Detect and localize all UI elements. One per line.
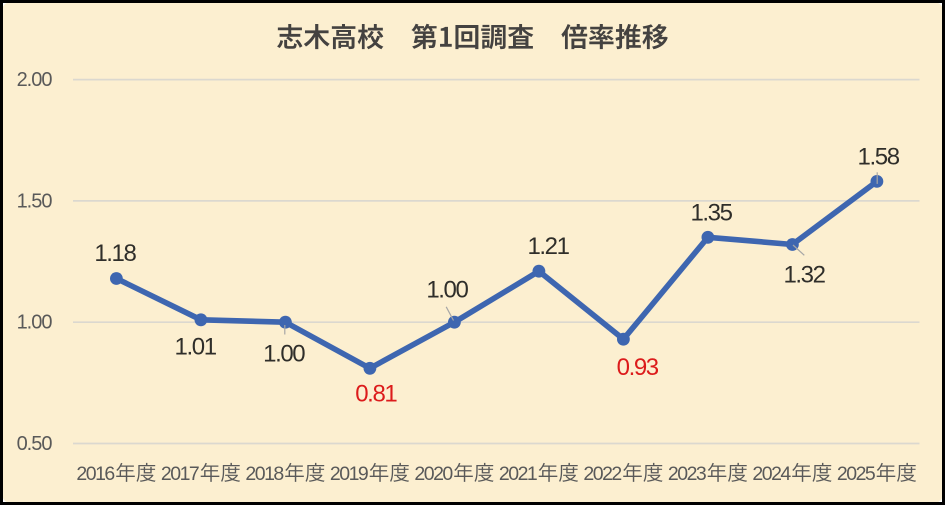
svg-text:2019: 2019 [330,463,368,485]
svg-text:1.01: 1.01 [175,334,217,361]
svg-text:2022: 2022 [583,463,621,485]
svg-text:2024: 2024 [752,463,791,485]
svg-text:2021: 2021 [499,463,537,485]
svg-text:1.35: 1.35 [690,199,732,226]
svg-text:0.93: 0.93 [617,354,659,381]
svg-text:1.21: 1.21 [527,233,569,260]
svg-text:0.81: 0.81 [355,381,397,408]
svg-text:1.32: 1.32 [783,261,825,288]
svg-text:2018: 2018 [245,463,283,485]
svg-text:0.50: 0.50 [17,433,53,455]
svg-text:2.00: 2.00 [17,69,53,91]
svg-text:2020: 2020 [414,463,453,485]
svg-text:1.18: 1.18 [94,240,136,267]
svg-text:1.50: 1.50 [17,190,53,212]
svg-text:2017: 2017 [161,463,199,485]
svg-text:2023: 2023 [668,463,706,485]
svg-text:1.00: 1.00 [17,312,53,334]
svg-text:1.58: 1.58 [858,144,900,171]
svg-text:2016: 2016 [76,463,114,485]
svg-text:1.00: 1.00 [263,341,305,368]
svg-text:2025: 2025 [837,463,876,485]
svg-text:1.00: 1.00 [426,277,468,304]
